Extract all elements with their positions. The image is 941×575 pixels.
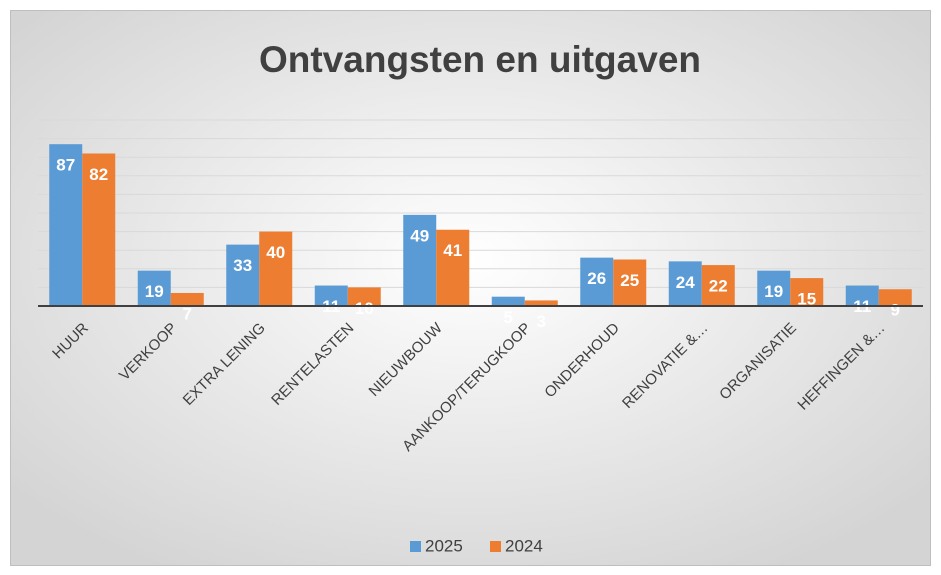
bar (878, 289, 912, 306)
legend-label: 2025 (425, 536, 463, 555)
bar (845, 285, 879, 306)
bar (259, 231, 293, 306)
chart-title: Ontvangsten en uitgaven (259, 39, 701, 80)
data-label: 5 (504, 308, 513, 327)
bar (314, 285, 348, 306)
data-label: 24 (676, 273, 695, 292)
data-label: 41 (443, 241, 462, 260)
data-label: 10 (355, 299, 374, 318)
data-label: 15 (797, 290, 816, 309)
bar (491, 296, 525, 306)
data-label: 3 (537, 312, 546, 331)
data-label: 22 (709, 277, 728, 296)
data-label: 19 (764, 282, 783, 301)
data-label: 49 (410, 226, 429, 245)
bar (668, 261, 702, 306)
data-label: 87 (56, 156, 75, 175)
bar (170, 292, 204, 306)
bar (701, 265, 735, 306)
legend-label: 2024 (505, 536, 543, 555)
bar (226, 244, 260, 306)
bar (82, 153, 116, 306)
legend-swatch (490, 541, 501, 552)
data-label: 25 (620, 271, 639, 290)
bar (580, 257, 614, 306)
data-label: 9 (891, 301, 900, 320)
bar (436, 229, 470, 306)
bar (347, 287, 381, 306)
data-label: 40 (266, 243, 285, 262)
data-label: 7 (183, 304, 192, 323)
data-label: 33 (233, 256, 252, 275)
bar (403, 214, 437, 306)
bar (613, 259, 647, 306)
bar (790, 278, 824, 306)
bar (757, 270, 791, 306)
legend-swatch (410, 541, 421, 552)
bar (137, 270, 171, 306)
data-label: 26 (587, 269, 606, 288)
data-label: 19 (145, 282, 164, 301)
bar (524, 300, 558, 306)
data-label: 82 (89, 165, 108, 184)
bar (49, 144, 83, 306)
